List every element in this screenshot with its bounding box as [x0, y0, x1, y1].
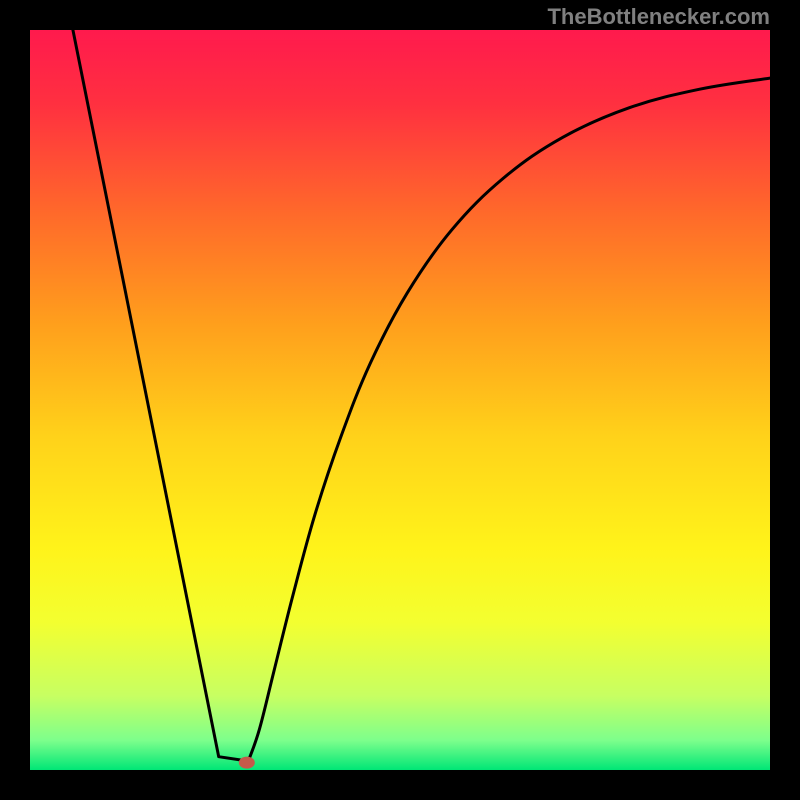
bottleneck-plot — [30, 30, 770, 770]
optimum-marker — [239, 757, 255, 769]
frame-left — [0, 0, 30, 800]
gradient-background — [30, 30, 770, 770]
plot-svg — [30, 30, 770, 770]
frame-right — [770, 0, 800, 800]
watermark-text: TheBottlenecker.com — [547, 4, 770, 30]
frame-bottom — [0, 770, 800, 800]
